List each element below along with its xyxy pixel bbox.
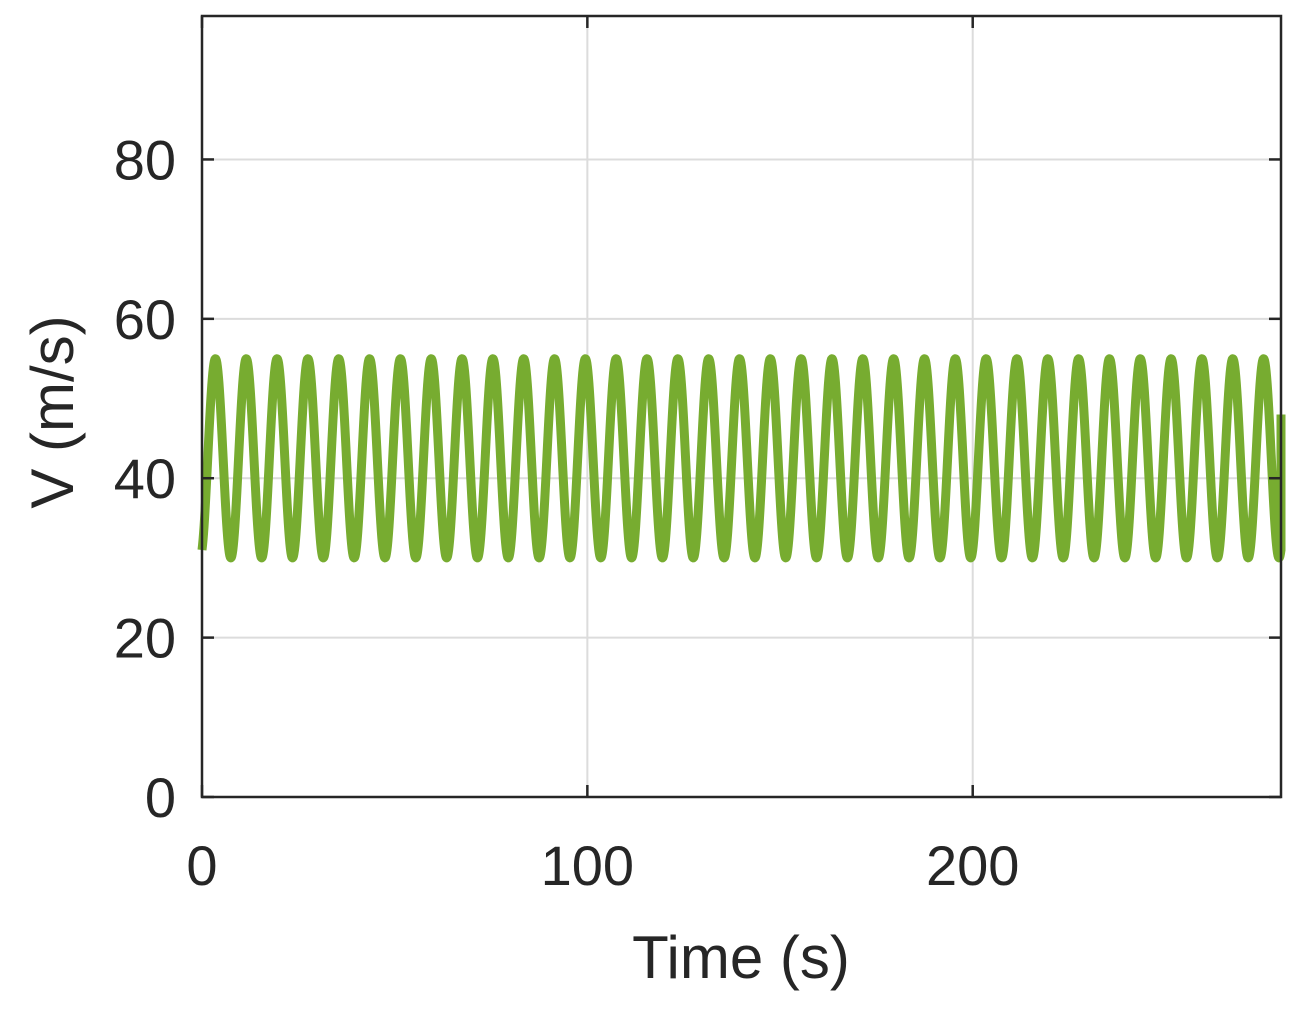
y-tick-label: 40 bbox=[114, 447, 176, 510]
x-tick-label: 0 bbox=[186, 834, 217, 897]
y-tick-label: 60 bbox=[114, 288, 176, 351]
y-tick-label: 80 bbox=[114, 128, 176, 191]
series-line bbox=[197, 354, 1286, 563]
y-tick-label: 0 bbox=[145, 766, 176, 829]
x-axis-title: Time (s) bbox=[632, 924, 850, 991]
series-layer bbox=[197, 354, 1286, 563]
plot-box bbox=[200, 14, 1283, 799]
y-axis-title: V (m/s) bbox=[19, 315, 86, 508]
x-tick-label: 200 bbox=[926, 834, 1019, 897]
x-tick-label: 100 bbox=[541, 834, 634, 897]
y-tick-label: 20 bbox=[114, 607, 176, 670]
tick-labels: 0 100 200 0 20 40 60 80 bbox=[114, 128, 1020, 897]
axes bbox=[200, 14, 1283, 799]
